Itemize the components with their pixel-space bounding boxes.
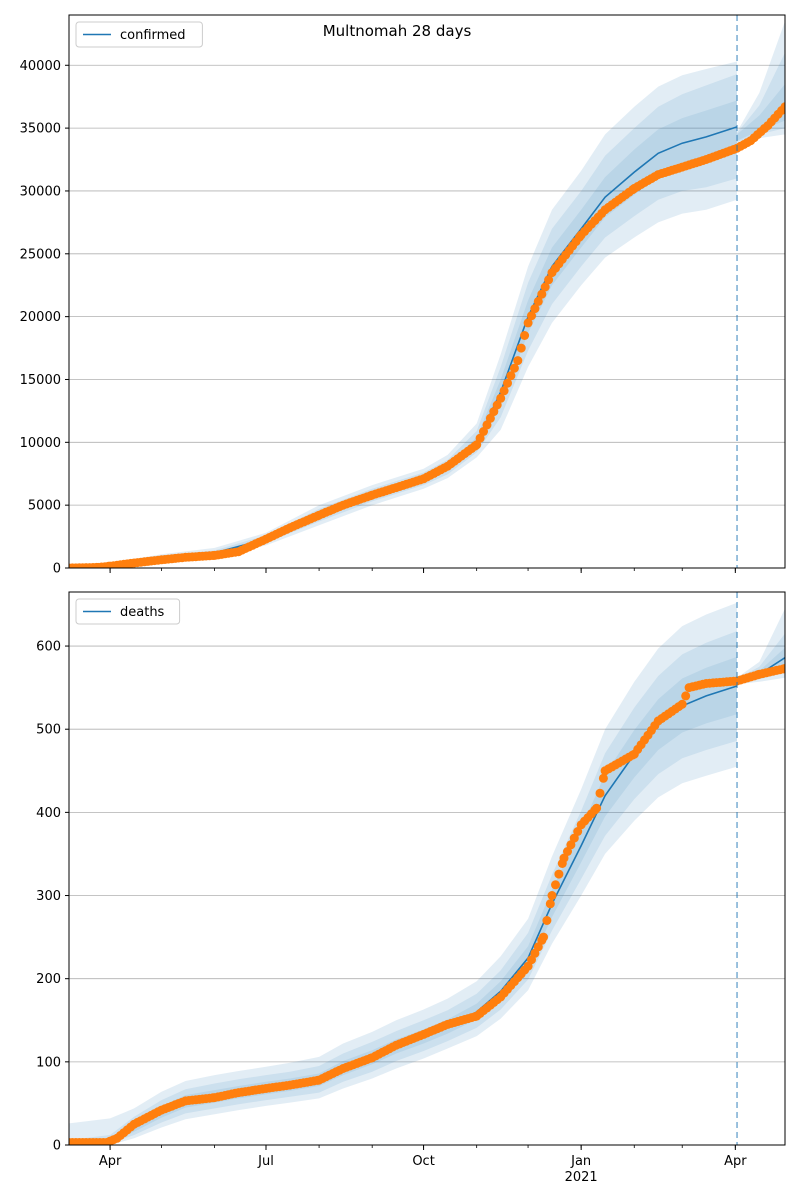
observed-point [595,788,605,798]
y-tick-label: 0 [53,562,61,577]
observed-point [506,371,516,381]
observed-point [780,102,785,112]
y-tick-label: 15000 [20,373,61,388]
plot-area [69,15,785,568]
observed-point [551,880,560,890]
y-tick-label: 30000 [20,184,61,199]
plot-area [69,592,785,1145]
observed-point [539,932,548,942]
observed-point [530,304,540,314]
y-tick-label: 25000 [20,247,61,262]
observed-point [592,803,602,813]
y-tick-label: 10000 [20,436,61,451]
uncertainty-band-middle [69,74,737,568]
legend-box [75,598,181,625]
axes-frame [68,14,786,569]
observed-point [598,773,608,783]
legend: confirmed [75,21,203,48]
observed-point [559,853,569,863]
axes-frame [68,591,786,1146]
observed-point [545,899,555,909]
legend-label: confirmed [120,28,186,43]
y-tick-label: 200 [36,972,61,987]
observed-point [533,296,543,306]
y-tick-label: 500 [36,723,61,738]
observed-point [537,289,547,299]
figure-title: Multnomah 28 days [323,22,472,40]
observed-point [677,699,687,709]
observed-point [496,393,506,403]
legend: deaths [75,598,181,625]
observed-point [542,916,552,925]
observed-point [780,664,785,674]
confirmed-panel: 0 5000 10000 15000 20000 25000 30000 35000 40000… [20,14,786,577]
y-tick-label: 35000 [20,122,61,137]
observed-point [520,331,530,340]
observed-point [475,433,485,443]
observed-point [573,827,583,836]
observed-point [547,891,557,900]
forecast-band [737,84,785,141]
forecast-band [737,21,785,144]
observed-point [527,311,536,321]
observed-point [479,427,488,436]
observed-point [516,343,526,353]
x-tick-label: Jul [257,1154,274,1169]
observed-point [566,840,576,850]
uncertainty-band-inner [69,100,737,568]
observed-point [523,318,533,328]
x-tick-label: Apr [724,1154,747,1169]
observed-point [563,847,572,856]
observed-point [499,386,509,396]
x-tick-label: Jan [570,1154,591,1169]
y-tick-label: 300 [36,889,61,904]
observed-points [69,102,785,568]
observed-point [485,413,495,423]
x-tick-label: Apr [99,1154,122,1169]
y-tick-label: 20000 [20,310,61,325]
legend-box [75,21,203,48]
observed-point [544,275,554,285]
y-tick-label: 600 [36,640,61,655]
y-tick-label: 0 [53,1139,61,1154]
observed-point [492,400,502,410]
y-tick-label: 5000 [28,499,61,514]
observed-points [69,664,785,1145]
x-tick-sublabel: 2021 [565,1170,598,1185]
observed-point [513,356,523,366]
y-tick-label: 40000 [20,59,61,74]
observed-point [540,282,550,292]
observed-point [554,869,564,879]
x-tick-label: Oct [412,1154,434,1169]
observed-point [681,691,691,701]
uncertainty-band-outer [69,602,737,1145]
legend-label: deaths [120,605,165,620]
y-tick-label: 400 [36,806,61,821]
observed-point [503,378,512,388]
observed-point [509,363,519,373]
y-tick-label: 100 [36,1055,61,1070]
uncertainty-band-outer [69,61,737,568]
